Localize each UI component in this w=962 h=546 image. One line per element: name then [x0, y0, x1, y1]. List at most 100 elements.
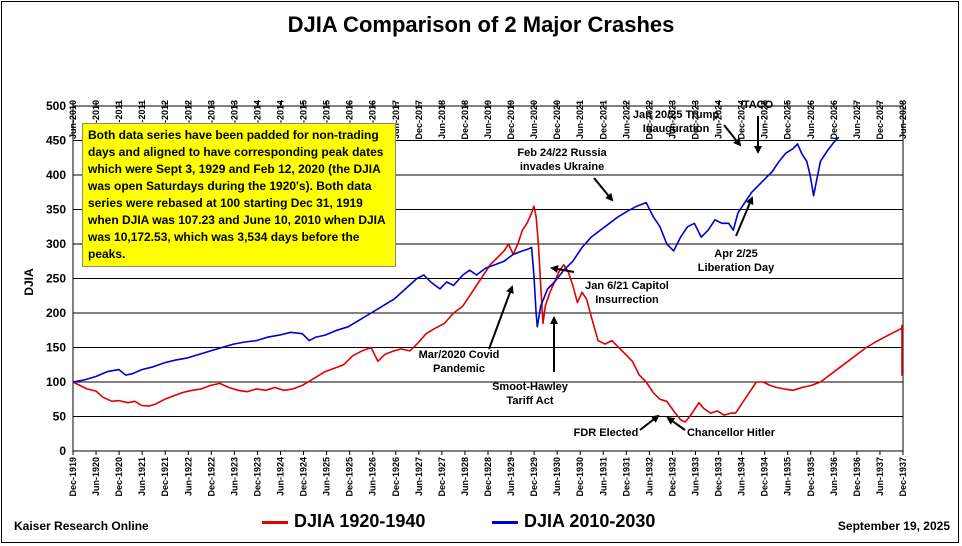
top-axis-label: Dec-2024	[737, 100, 747, 140]
bottom-axis-label: Jun-1937	[875, 457, 885, 496]
top-axis-label: Dec-2026	[829, 100, 839, 140]
bottom-axis-label: Dec-1924	[299, 457, 309, 497]
bottom-axis-labels: Dec-1919 Jun-1920 Dec-1920 Jun-1921 Dec-1921…	[68, 451, 908, 497]
bottom-axis-label: Dec-1922	[206, 457, 216, 497]
top-axis-label: Jun-2021	[575, 100, 585, 139]
top-axis-labels: Jun-2010 Dec-2010 Jun-2011 Dec-2011 Jun-2012…	[68, 100, 908, 140]
annotation-label: Smoot-Hawley Tariff Act	[492, 381, 569, 407]
bottom-axis-label: Jun-1923	[229, 457, 239, 496]
y-tick-label: 400	[46, 168, 66, 182]
bottom-axis-label: Dec-1926	[391, 457, 401, 497]
series-line-1920	[72, 205, 903, 423]
annotation-arrow	[666, 416, 686, 431]
annotation-label: Apr 2/25 Liberation Day	[698, 248, 775, 274]
top-axis-label: Jun-2025	[760, 100, 770, 139]
top-axis-label: Dec-2020	[552, 100, 562, 140]
top-axis-label: Jun-2019	[483, 100, 493, 139]
top-axis-label: Jun-2026	[806, 100, 816, 139]
annotation-line: Feb 24/22 Russia	[517, 147, 607, 159]
bottom-axis-label: Dec-1921	[160, 457, 170, 497]
bottom-axis-label: Dec-1932	[667, 457, 677, 497]
bottom-axis-label: Dec-1933	[714, 457, 724, 497]
annotation-arrow	[639, 414, 660, 431]
chart-title: DJIA Comparison of 2 Major Crashes	[288, 12, 675, 37]
top-axis-label: Dec-2027	[875, 100, 885, 140]
bottom-axis-label: Dec-1937	[898, 457, 908, 497]
top-axis-label: Dec-2015	[322, 100, 332, 140]
bottom-axis-label: Dec-1923	[252, 457, 262, 497]
annotation-line: Pandemic	[433, 363, 485, 375]
y-tick-label: 0	[59, 444, 66, 458]
bottom-axis-label: Dec-1931	[621, 457, 631, 497]
annotation-line: Chancellor Hitler	[687, 427, 776, 439]
y-axis-label: DJIA	[22, 268, 36, 296]
bottom-axis-label: Jun-1926	[368, 457, 378, 496]
annotation-arrow	[723, 124, 742, 147]
annotation-arrow	[488, 285, 514, 350]
top-axis-label: Jun-2012	[160, 100, 170, 139]
legend-item-2010: DJIA 2010-2030	[492, 511, 655, 532]
annotation-layer: Jan 20/25 Trump Inauguration TACO Feb 24/22…	[419, 99, 776, 439]
annotation-label: Feb 24/22 Russia invades Ukraine	[517, 147, 607, 173]
annotation-line: Tariff Act	[506, 395, 553, 407]
bottom-axis-label: Jun-1921	[137, 457, 147, 496]
bottom-axis-label: Jun-1929	[506, 457, 516, 496]
top-axis-label: Dec-2023	[691, 100, 701, 140]
top-axis-label: Jun-2027	[852, 100, 862, 139]
annotation-label: Jan 20/25 Trump Inauguration	[633, 109, 719, 135]
y-tick-label: 500	[46, 99, 66, 113]
top-axis-label: Jun-2017	[391, 100, 401, 139]
top-axis-label: Jun-2023	[667, 100, 677, 139]
bottom-axis-label: Jun-1920	[91, 457, 101, 496]
top-axis-label: Jun-2020	[529, 100, 539, 139]
annotation-line: Smoot-Hawley	[492, 381, 569, 393]
top-axis-label: Jun-2011	[114, 100, 124, 139]
bottom-axis-label: Jun-1933	[691, 457, 701, 496]
annotation-line: Jan 20/25 Trump	[633, 109, 719, 121]
annotation-label: TACO	[743, 99, 774, 111]
bottom-axis-label: Dec-1920	[114, 457, 124, 497]
top-axis-label: Dec-2013	[229, 100, 239, 140]
annotation-line: Liberation Day	[698, 262, 775, 274]
annotation-line: Inauguration	[643, 123, 710, 135]
bottom-axis-label: Dec-1936	[852, 457, 862, 497]
annotation-label: Chancellor Hitler	[687, 427, 776, 439]
y-tick-label: 150	[46, 341, 66, 355]
bottom-axis-label: Jun-1930	[552, 457, 562, 496]
y-tick-label: 250	[46, 272, 66, 286]
annotation-arrow	[550, 265, 575, 274]
annotation-arrows	[488, 116, 762, 431]
bottom-axis-label: Jun-1931	[598, 457, 608, 496]
bottom-axis-label: Jun-1922	[183, 457, 193, 496]
annotation-line: TACO	[743, 99, 774, 111]
top-axis-label: Jun-2022	[621, 100, 631, 139]
legend-item-1920: DJIA 1920-1940	[262, 511, 425, 532]
top-axis-label: Dec-2011	[137, 100, 147, 139]
top-axis-label: Jun-2016	[345, 100, 355, 139]
annotation-line: FDR Elected	[574, 427, 639, 439]
bottom-axis-label: Jun-1927	[414, 457, 424, 496]
legend-swatch-red	[262, 520, 288, 524]
annotation-line: Apr 2/25	[714, 248, 757, 260]
bottom-axis-label: Dec-1935	[806, 457, 816, 497]
annotation-arrow	[735, 196, 754, 237]
top-axis-label: Jun-2010	[68, 100, 78, 139]
bottom-axis-label: Jun-1936	[829, 457, 839, 496]
legend-label-1920: DJIA 1920-1940	[294, 511, 426, 531]
bottom-axis-label: Jun-1928	[460, 457, 470, 496]
footer-date: September 19, 2025	[837, 519, 950, 533]
annotation-arrow	[593, 177, 614, 202]
bottom-axis-label: Dec-1919	[68, 457, 78, 497]
bottom-axis-label: Dec-1927	[437, 457, 447, 497]
top-axis-label: Dec-2025	[783, 100, 793, 140]
bottom-axis-label: Dec-1930	[575, 457, 585, 497]
top-axis-label: Jun-2015	[299, 100, 309, 139]
bottom-axis-label: Jun-1934	[737, 457, 747, 496]
annotation-line: Jan 6/21 Capitol	[585, 280, 669, 292]
bottom-axis-label: Jun-1925	[322, 457, 332, 496]
bottom-axis-label: Jun-1932	[644, 457, 654, 496]
bottom-axis-label: Dec-1934	[760, 457, 770, 497]
y-tick-label: 450	[46, 134, 66, 148]
